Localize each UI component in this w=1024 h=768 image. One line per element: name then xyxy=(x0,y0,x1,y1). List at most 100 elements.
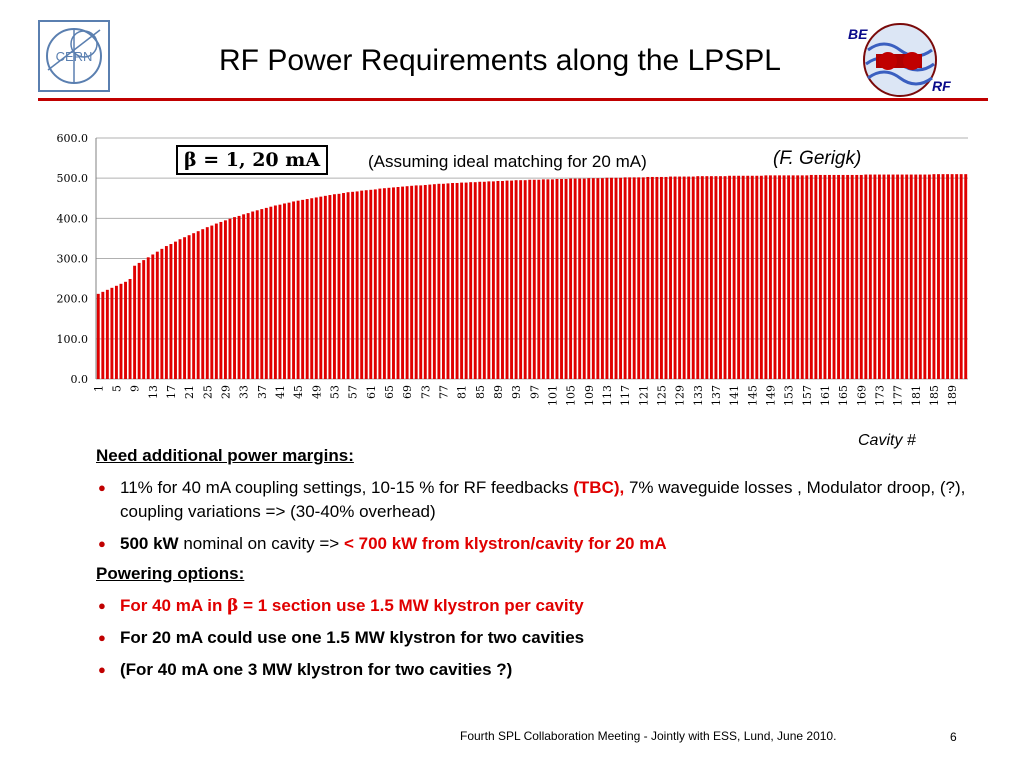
bar xyxy=(646,176,650,379)
bar xyxy=(723,176,727,379)
bar xyxy=(514,180,518,379)
x-tick-label: 145 xyxy=(746,385,759,406)
x-tick-label: 17 xyxy=(165,385,178,399)
bar xyxy=(691,176,695,379)
x-tick-label: 13 xyxy=(147,385,160,399)
bar xyxy=(146,257,150,379)
bar xyxy=(659,176,663,379)
x-tick-label: 157 xyxy=(801,385,814,406)
bar xyxy=(205,227,209,379)
bar xyxy=(578,178,582,379)
x-tick-label: 21 xyxy=(183,385,196,399)
bullet-icon: ● xyxy=(98,598,106,613)
bar xyxy=(877,174,881,379)
bar xyxy=(587,178,591,379)
bar xyxy=(896,174,900,379)
bullet-text: 11% for 40 mA coupling settings, 10-15 %… xyxy=(120,478,574,497)
bar xyxy=(432,184,436,379)
x-tick-label: 69 xyxy=(401,385,414,399)
bar xyxy=(532,179,536,379)
tbc-text: (TBC), xyxy=(573,478,625,497)
bar xyxy=(369,189,373,379)
bar xyxy=(491,181,495,379)
bar xyxy=(273,205,277,379)
bullet-text: = 1 section use 1.5 MW klystron per cavi… xyxy=(238,596,584,615)
bullet-icon: ● xyxy=(98,536,106,551)
bar xyxy=(682,176,686,379)
footer-text: Fourth SPL Collaboration Meeting - Joint… xyxy=(460,729,837,743)
bar xyxy=(782,175,786,379)
bar xyxy=(437,183,441,379)
bar xyxy=(342,193,345,379)
x-tick-label: 1 xyxy=(92,385,105,392)
bullet-text: 7% waveguide losses , Modulator droop, (… xyxy=(120,478,966,521)
bar xyxy=(373,189,377,379)
slide-body: Need additional power margins: ● 11% for… xyxy=(96,438,976,682)
x-tick-label: 9 xyxy=(129,385,142,392)
rf-label: RF xyxy=(932,78,951,94)
x-tick-label: 93 xyxy=(510,385,523,399)
klystron-power-text: < 700 kW from klystron/cavity for 20 mA xyxy=(343,534,667,553)
x-tick-label: 161 xyxy=(819,385,832,406)
x-tick-label: 37 xyxy=(256,385,269,399)
bar xyxy=(528,179,532,379)
bar xyxy=(323,195,327,379)
bullet-text: (For 40 mA one 3 MW klystron for two cav… xyxy=(120,660,513,679)
bar xyxy=(846,174,850,379)
bar xyxy=(228,218,232,379)
bar xyxy=(460,182,464,379)
bar xyxy=(283,203,286,379)
x-tick-label: 189 xyxy=(946,385,959,406)
bar xyxy=(464,182,468,379)
bar xyxy=(628,177,632,379)
page-number: 6 xyxy=(950,730,957,744)
assumption-annotation: (Assuming ideal matching for 20 mA) xyxy=(368,152,647,172)
bar xyxy=(469,182,473,379)
bar xyxy=(105,289,109,379)
bar xyxy=(269,206,273,379)
y-tick-label: 500.0 xyxy=(57,172,89,185)
bullet-text: For 20 mA could use one 1.5 MW klystron … xyxy=(120,628,585,647)
bar xyxy=(764,175,768,379)
bar xyxy=(278,204,282,379)
bar xyxy=(778,175,781,379)
bar xyxy=(387,187,391,379)
bar xyxy=(678,176,682,379)
bar xyxy=(305,199,309,379)
bar xyxy=(201,229,205,379)
margins-heading: Need additional power margins: xyxy=(96,446,354,465)
bar xyxy=(787,175,791,379)
bar xyxy=(378,188,382,379)
bar xyxy=(319,196,323,379)
bar xyxy=(441,183,445,379)
bar xyxy=(641,177,645,379)
bar xyxy=(573,178,577,379)
bar xyxy=(859,174,863,379)
bar xyxy=(160,248,164,379)
x-tick-label: 149 xyxy=(764,385,777,406)
bar xyxy=(346,192,350,379)
bar xyxy=(546,179,550,379)
x-tick-label: 81 xyxy=(456,385,469,399)
bar xyxy=(478,181,482,379)
nominal-power-value: 500 kW xyxy=(120,534,179,553)
bar xyxy=(755,175,759,379)
bar xyxy=(805,175,809,379)
bar xyxy=(818,174,822,379)
bar xyxy=(187,235,191,379)
bar xyxy=(219,221,223,379)
x-tick-label: 125 xyxy=(655,385,668,406)
bar xyxy=(941,174,945,379)
bar xyxy=(487,181,491,379)
bar xyxy=(800,175,804,379)
bar xyxy=(196,231,200,379)
x-tick-label: 129 xyxy=(674,385,687,406)
bar xyxy=(142,260,146,379)
bar xyxy=(759,175,763,379)
bar xyxy=(473,182,477,379)
bar xyxy=(151,254,155,379)
bar xyxy=(401,186,405,379)
x-tick-label: 169 xyxy=(855,385,868,406)
bar xyxy=(832,174,836,379)
